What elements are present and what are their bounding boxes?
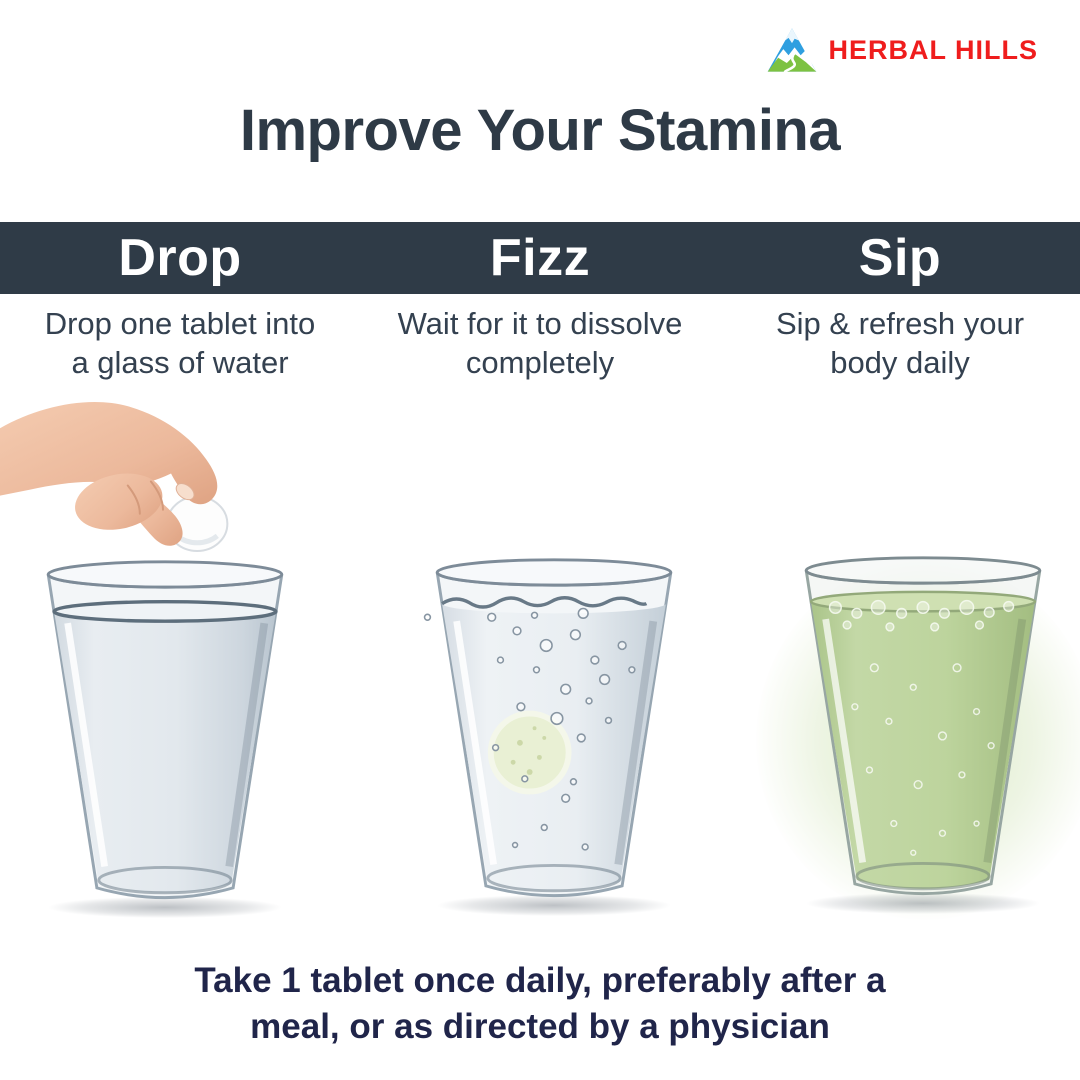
caption-drop-line1: Drop one tablet into bbox=[44, 306, 316, 341]
glass-base bbox=[855, 861, 991, 891]
glass-highlight bbox=[453, 620, 498, 865]
foam-bubbles bbox=[828, 599, 1015, 632]
caption-drop-line2: a glass of water bbox=[71, 345, 289, 380]
footer-line1: Take 1 tablet once daily, preferably aft… bbox=[194, 961, 886, 1000]
tablet-speckles bbox=[510, 726, 547, 775]
water bbox=[54, 611, 276, 893]
caption-sip-line1: Sip & refresh your bbox=[775, 306, 1025, 341]
glass-rim bbox=[435, 558, 673, 587]
green-drink-glass-photo bbox=[804, 556, 1042, 915]
caption-fizz-line2: completely bbox=[465, 345, 615, 380]
green-liquid bbox=[811, 601, 1035, 889]
glass-shadow bbox=[806, 892, 1040, 915]
glass-highlight bbox=[64, 622, 109, 867]
caption-fizz: Wait for it to dissolve completely bbox=[360, 304, 720, 382]
glass-shadow bbox=[437, 894, 671, 917]
mountain-icon bbox=[768, 28, 817, 73]
drink-bubbles bbox=[851, 663, 995, 856]
step-label-drop: Drop bbox=[118, 229, 242, 287]
glass-shade bbox=[614, 620, 658, 866]
glass-shade bbox=[983, 618, 1027, 864]
glass-shadow bbox=[48, 896, 282, 919]
water-line bbox=[52, 600, 278, 623]
caption-fizz-line1: Wait for it to dissolve bbox=[397, 306, 683, 341]
finger-lines bbox=[126, 480, 164, 515]
page-title: Improve Your Stamina bbox=[239, 98, 841, 163]
glass-water-photo bbox=[46, 560, 284, 919]
brand-name: HERBAL HILLS bbox=[828, 34, 1038, 65]
caption-sip-line2: body daily bbox=[830, 345, 970, 380]
step-captions: Drop one tablet into a glass of water Wa… bbox=[0, 304, 1080, 382]
bubbles bbox=[423, 607, 636, 851]
hand bbox=[0, 401, 218, 546]
glass-rim bbox=[804, 556, 1042, 585]
fizzing-glass-photo bbox=[423, 558, 673, 917]
water-surface-wave bbox=[441, 596, 648, 609]
glass-highlight bbox=[822, 618, 867, 863]
brand-logo: HERBAL HILLS bbox=[766, 26, 1038, 74]
dissolving-tablet bbox=[487, 710, 572, 795]
footer-line2: meal, or as directed by a physician bbox=[250, 1007, 830, 1046]
caption-sip: Sip & refresh your body daily bbox=[720, 304, 1080, 382]
caption-drop: Drop one tablet into a glass of water bbox=[0, 304, 360, 382]
step-label-fizz: Fizz bbox=[489, 229, 591, 287]
footer-note: Take 1 tablet once daily, preferably aft… bbox=[0, 958, 1080, 1050]
steps-banner: Drop Fizz Sip bbox=[0, 222, 1080, 294]
glass-base bbox=[97, 865, 233, 895]
hand-dropping-tablet-photo bbox=[0, 401, 229, 552]
fingernail bbox=[175, 483, 195, 501]
glass-rim bbox=[46, 560, 284, 589]
step-label-sip: Sip bbox=[858, 229, 942, 287]
glass-base bbox=[486, 863, 622, 893]
glass-shade bbox=[225, 622, 269, 868]
